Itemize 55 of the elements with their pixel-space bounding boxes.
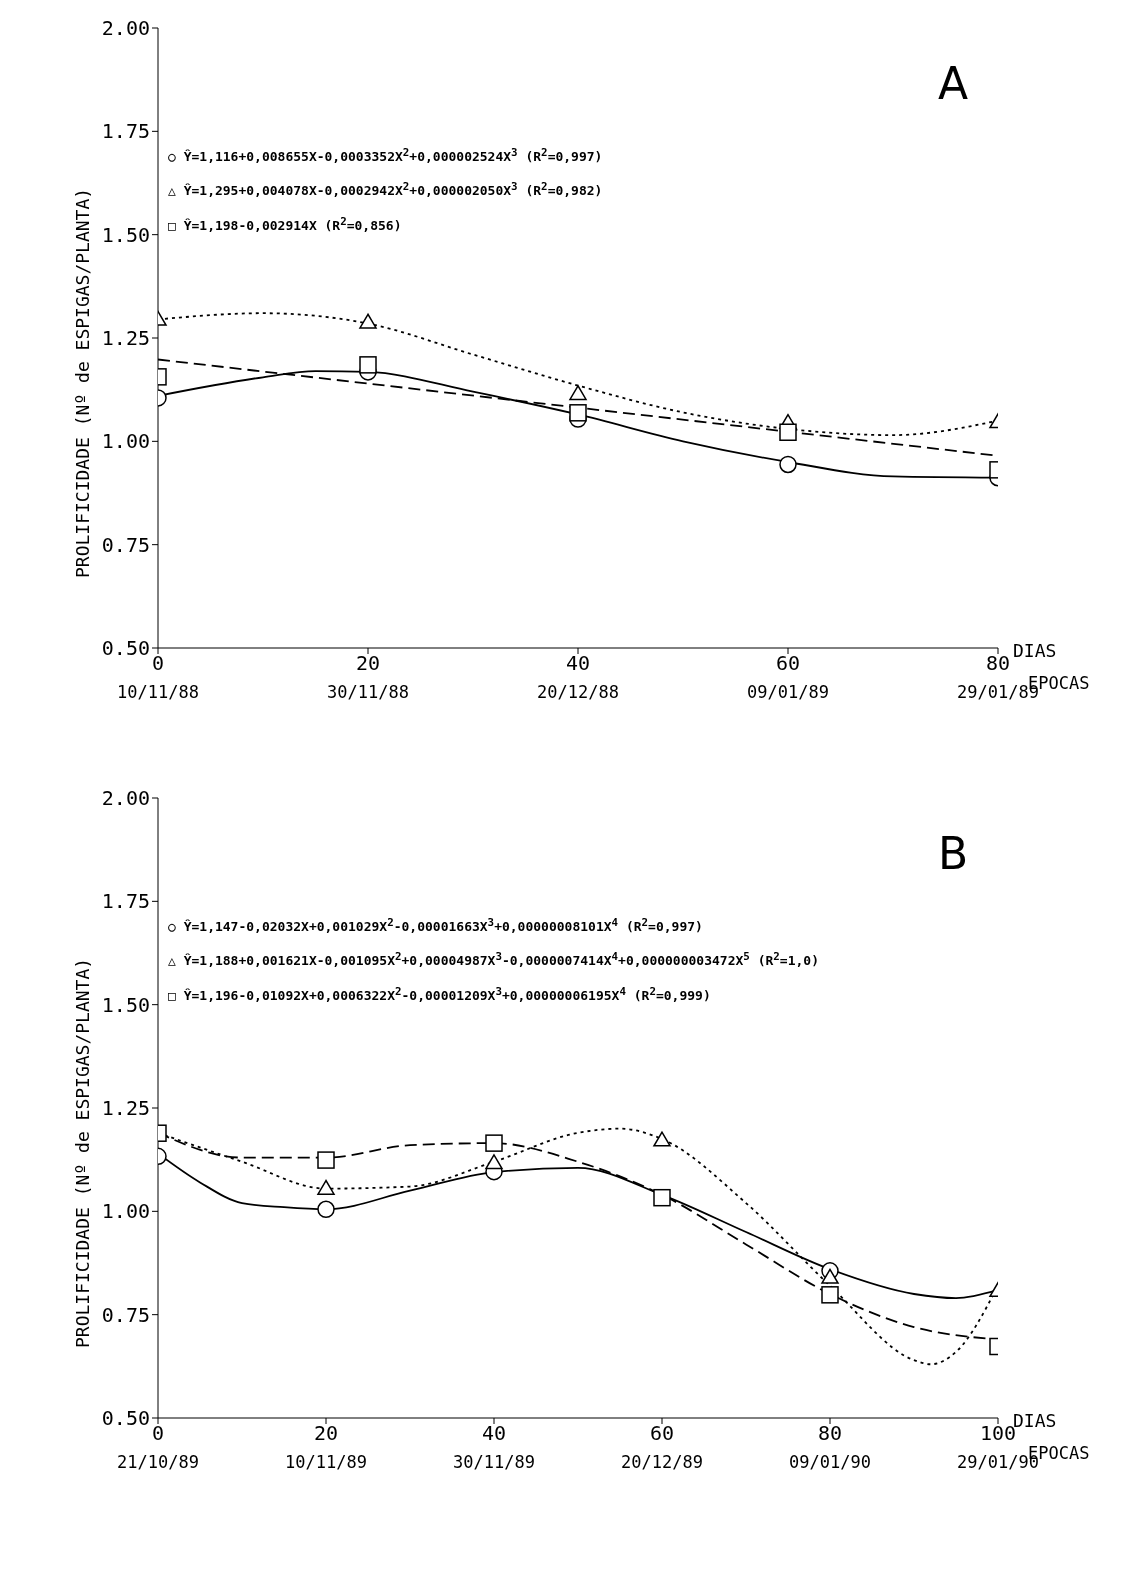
annotation: B — [938, 828, 969, 879]
x-tick-label: 40 — [481, 1421, 507, 1446]
x2-tick-label: 30/11/88 — [327, 682, 409, 703]
y-tick-label: 1.75 — [101, 889, 150, 914]
y-axis-title: PROLIFICIDADE (Nº de ESPIGAS/PLANTA) — [72, 957, 94, 1348]
y-tick-label: 0.75 — [101, 532, 150, 557]
x2-tick-label: 21/10/89 — [117, 1452, 199, 1473]
y-axis-title: PROLIFICIDADE (Nº de ESPIGAS/PLANTA) — [72, 187, 94, 578]
annotation: □ Ŷ=1,198-0,002914X (R$^{2}$=0,856) — [168, 213, 403, 235]
x-axis-title: DIAS — [1013, 640, 1057, 662]
point — [317, 1179, 335, 1195]
y-tick-label: 1.50 — [101, 222, 150, 247]
x-tick-label: 0 — [151, 651, 165, 676]
y-tick-label: 0.75 — [101, 1302, 150, 1327]
x-tick-label: 20 — [313, 1421, 339, 1446]
point — [569, 404, 587, 422]
point — [485, 1134, 503, 1152]
x2-tick-label: 10/11/89 — [285, 1452, 367, 1473]
y-tick-label: 2.00 — [101, 786, 150, 811]
text: △ Ŷ=1,188+0,001621X-0,001095X$^{2}$+0,00004987X$^{3}$-0,0000007414X$^{4}$+0,000000003472X$^{5}$ (R$^{2}$=1,0) — [168, 950, 819, 969]
x-tick-label: 60 — [649, 1421, 675, 1446]
y-tick-label: 0.50 — [101, 1406, 150, 1431]
x-tick-label: 60 — [775, 651, 801, 676]
x2-tick-label: 10/11/88 — [117, 682, 199, 703]
x2-tick-label: 30/11/89 — [453, 1452, 535, 1473]
y-tick-label: 1.75 — [101, 119, 150, 144]
x-tick-label: 40 — [565, 651, 591, 676]
y-tick-label: 0.50 — [101, 636, 150, 661]
point — [653, 1188, 671, 1207]
annotation: ○ Ŷ=1,116+0,008655X-0,0003352X$^{2}$+0,000002524X$^{3}$ (R$^{2}$=0,997) — [168, 145, 604, 167]
y-tick-label: 1.00 — [101, 1199, 150, 1224]
x2-tick-label: 20/12/89 — [621, 1452, 703, 1473]
point — [653, 1131, 671, 1147]
y-tick-label: 1.00 — [101, 429, 150, 454]
annotation: △ Ŷ=1,295+0,004078X-0,0002942X$^{2}$+0,000002050X$^{3}$ (R$^{2}$=0,982) — [168, 179, 604, 201]
point — [821, 1268, 839, 1284]
point — [569, 385, 587, 401]
y-tick-label: 1.25 — [101, 326, 150, 351]
point — [317, 1200, 335, 1219]
x-tick-label: 80 — [817, 1421, 843, 1446]
x2-tick-label: 09/01/89 — [747, 682, 829, 703]
point — [317, 1151, 335, 1169]
text: □ Ŷ=1,196-0,01092X+0,0006322X$^{2}$-0,00001209X$^{3}$+0,00000006195X$^{4}$ (R$^{2}$=0,999) — [168, 984, 711, 1003]
text: ○ Ŷ=1,147-0,02032X+0,001029X$^{2}$-0,00001663X$^{3}$+0,00000008101X$^{4}$ (R$^{2}$=0,997) — [168, 916, 703, 935]
point — [485, 1154, 503, 1170]
x-tick-label: 0 — [151, 1421, 165, 1446]
x-tick-label: 20 — [355, 651, 381, 676]
annotation: A — [938, 58, 969, 109]
y-tick-label: 2.00 — [101, 16, 150, 41]
x2-tick-label: 20/12/88 — [537, 682, 619, 703]
y-tick-label: 1.50 — [101, 992, 150, 1017]
y-tick-label: 1.25 — [101, 1096, 150, 1121]
x2-tick-label: 09/01/90 — [789, 1452, 871, 1473]
point — [821, 1286, 839, 1304]
x-tick-label: 80 — [985, 651, 1011, 676]
